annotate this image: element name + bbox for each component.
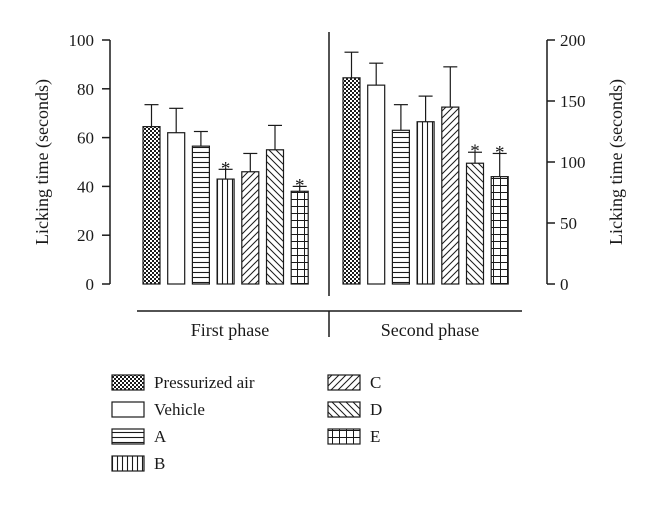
left-tick-label-4: 80 bbox=[77, 80, 94, 99]
bars: * * * * bbox=[142, 51, 509, 285]
legend-label-b: B bbox=[154, 454, 165, 473]
right-axis-ticks: 0 50 100 150 200 bbox=[547, 31, 586, 294]
bar-phase2-e bbox=[490, 176, 509, 285]
legend: Pressurized air Vehicle AB CDE bbox=[111, 373, 382, 473]
bar-phase2-d bbox=[465, 162, 485, 285]
legend-swatch-b bbox=[111, 455, 145, 472]
right-tick-label-4: 200 bbox=[560, 31, 586, 50]
bar-phase1-vehicle bbox=[167, 132, 186, 285]
legend-label-pressurized-air: Pressurized air bbox=[154, 373, 255, 392]
legend-swatch-vehicle bbox=[111, 401, 145, 418]
left-tick-label-1: 20 bbox=[77, 226, 94, 245]
legend-label-vehicle: Vehicle bbox=[154, 400, 205, 419]
left-tick-label-2: 40 bbox=[77, 177, 94, 196]
significance-mark-phase2-d: * bbox=[470, 141, 480, 162]
left-tick-label-5: 100 bbox=[69, 31, 95, 50]
legend-label-d: D bbox=[370, 400, 382, 419]
bar-phase2-a bbox=[391, 129, 410, 285]
bar-phase1-pressurized-air bbox=[142, 126, 161, 285]
first-phase-label: First phase bbox=[191, 320, 270, 340]
bar-phase2-c bbox=[441, 106, 460, 285]
legend-swatch-c bbox=[327, 374, 361, 391]
left-tick-label-0: 0 bbox=[86, 275, 95, 294]
bar-phase2-pressurized-air bbox=[342, 77, 361, 285]
left-axis-ticks: 0 20 40 60 80 100 bbox=[69, 31, 110, 294]
significance-mark-phase1-b: * bbox=[221, 158, 231, 179]
right-tick-label-2: 100 bbox=[560, 153, 586, 172]
legend-swatch-e bbox=[327, 428, 361, 445]
right-axis-title: Licking time (seconds) bbox=[606, 79, 627, 245]
right-tick-label-0: 0 bbox=[560, 275, 569, 294]
bar-phase1-d bbox=[265, 149, 285, 285]
right-tick-label-1: 50 bbox=[560, 214, 577, 233]
bar-phase1-e bbox=[290, 190, 309, 285]
left-tick-label-3: 60 bbox=[77, 129, 94, 148]
legend-label-a: A bbox=[154, 427, 167, 446]
bar-phase2-vehicle bbox=[367, 84, 386, 285]
bar-phase2-b bbox=[416, 121, 435, 285]
right-tick-label-3: 150 bbox=[560, 92, 586, 111]
left-axis-title: Licking time (seconds) bbox=[32, 79, 53, 245]
legend-label-c: C bbox=[370, 373, 381, 392]
legend-label-e: E bbox=[370, 427, 380, 446]
bar-phase1-b bbox=[216, 178, 235, 285]
significance-mark-phase2-e: * bbox=[495, 142, 505, 163]
legend-swatch-a bbox=[111, 428, 145, 445]
second-phase-label: Second phase bbox=[381, 320, 479, 340]
bar-phase1-a bbox=[191, 145, 210, 285]
legend-swatch-d bbox=[327, 401, 361, 418]
legend-swatch-pressurized-air bbox=[111, 374, 145, 391]
significance-mark-phase1-e: * bbox=[295, 175, 305, 196]
bar-phase1-c bbox=[241, 171, 260, 285]
